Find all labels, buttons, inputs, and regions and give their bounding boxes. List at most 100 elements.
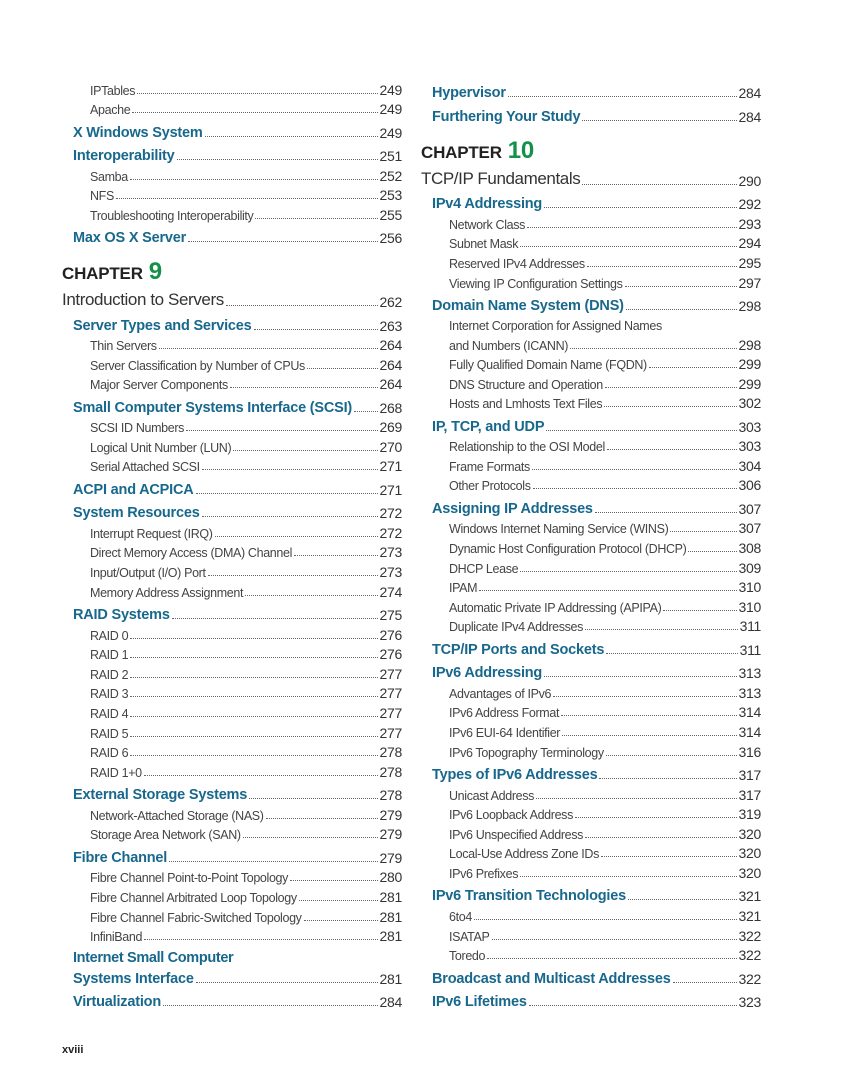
toc-entry[interactable]: RAID 1 276 [62,643,402,662]
toc-entry-page: 284 [379,993,403,1010]
toc-entry[interactable]: Network Class 293 [421,212,761,232]
toc-entry-page: 281 [379,928,403,945]
toc-entry[interactable]: Major Server Components 264 [62,373,402,392]
toc-entry[interactable]: and Numbers (ICANN) 298 [421,333,761,353]
toc-entry[interactable]: NFS 253 [62,184,402,203]
toc-entry-title: Reserved IPv4 Addresses [449,256,585,271]
toc-entry[interactable]: Hypervisor 284 [421,80,761,101]
toc-entry[interactable]: IPv4 Addressing 292 [421,191,761,212]
toc-entry[interactable]: Advantages of IPv6 313 [421,681,761,701]
toc-entry[interactable]: Assigning IP Addresses 307 [421,496,761,517]
toc-entry[interactable]: Max OS X Server 256 [62,225,402,246]
toc-entry[interactable]: Toredo 322 [421,944,761,963]
toc-entry[interactable]: Hosts and Lmhosts Text Files 302 [421,392,761,411]
toc-entry[interactable]: RAID 5 277 [62,721,402,741]
toc-entry[interactable]: Automatic Private IP Addressing (APIPA) 3… [421,595,761,615]
toc-entry-page: 290 [738,172,762,189]
toc-entry[interactable]: 6to4 321 [421,904,761,924]
toc-entry[interactable]: Memory Address Assignment 274 [62,580,402,600]
toc-entry[interactable]: IPTables 249 [62,78,402,98]
toc-entry[interactable]: Relationship to the OSI Model 303 [421,435,761,454]
toc-entry[interactable]: Frame Formats 304 [421,454,761,474]
toc-entry[interactable]: Other Protocols 306 [421,474,761,493]
toc-entry[interactable]: Troubleshooting Interoperability 255 [62,203,402,223]
toc-entry-title: Interrupt Request (IRQ) [90,526,213,541]
toc-entry[interactable]: System Resources 272 [62,500,402,521]
toc-entry[interactable]: Introduction to Servers 262 [62,286,402,310]
toc-entry[interactable]: Server Classification by Number of CPUs 2… [62,353,402,373]
toc-entry[interactable]: Duplicate IPv4 Addresses 311 [421,615,761,634]
toc-entry-page: 280 [379,869,403,886]
toc-entry[interactable]: IPv6 Addressing 313 [421,660,761,681]
toc-entry-page: 298 [738,297,762,314]
toc-entry[interactable]: IPv6 Prefixes 320 [421,861,761,881]
toc-entry[interactable]: IPv6 Transition Technologies 321 [421,883,761,904]
toc-entry[interactable]: Broadcast and Multicast Addresses 322 [421,966,761,987]
toc-entry[interactable]: Interoperability 251 [62,143,402,164]
toc-entry[interactable]: RAID 4 277 [62,701,402,721]
toc-entry[interactable]: Reserved IPv4 Addresses 295 [421,251,761,271]
toc-entry[interactable]: InfiniBand 281 [62,925,403,945]
toc-entry-page: 277 [379,685,403,702]
toc-entry[interactable]: Logical Unit Number (LUN) 270 [62,435,402,455]
toc-entry-title: Systems Interface [73,970,194,987]
toc-entry-title: IPv6 Addressing [432,665,543,682]
toc-entry[interactable]: RAID 2 277 [62,662,402,682]
toc-entry[interactable]: SCSI ID Numbers 269 [62,416,402,435]
toc-entry[interactable]: Fibre Channel Point-to-Point Topology 280 [62,866,403,886]
toc-entry[interactable]: Unicast Address 317 [421,783,761,803]
toc-entry[interactable]: IPv6 Unspecified Address 320 [421,822,761,842]
toc-entry[interactable]: DHCP Lease 309 [421,556,761,576]
toc-entry[interactable]: RAID 6 278 [62,741,402,760]
toc-entry[interactable]: External Storage Systems 278 [62,782,402,803]
toc-entry[interactable]: Serial Attached SCSI 271 [62,455,402,474]
toc-entry[interactable]: Fibre Channel 279 [62,845,402,866]
toc-entry[interactable]: IPv6 EUI-64 Identifier 314 [421,720,761,740]
toc-entry[interactable]: IP, TCP, and UDP 303 [421,414,761,435]
toc-entry[interactable]: Input/Output (I/O) Port 273 [62,560,402,580]
dot-leader [546,429,737,431]
toc-entry[interactable]: Viewing IP Configuration Settings 297 [421,271,761,291]
toc-entry[interactable]: TCP/IP Fundamentals 290 [421,165,761,189]
toc-entry[interactable]: Types of IPv6 Addresses 317 [421,762,761,783]
toc-entry[interactable]: RAID 0 276 [62,623,402,643]
toc-entry[interactable]: Local-Use Address Zone IDs 320 [421,842,761,861]
toc-entry[interactable]: IPv6 Address Format 314 [421,701,761,720]
toc-entry[interactable]: Thin Servers 264 [62,334,402,353]
toc-entry[interactable]: IPv6 Loopback Address 319 [421,803,761,822]
toc-entry[interactable]: Subnet Mask 294 [421,232,761,251]
toc-entry[interactable]: DNS Structure and Operation 299 [421,372,761,392]
toc-entry[interactable]: ACPI and ACPICA 271 [62,477,402,498]
toc-entry[interactable]: ISATAP 322 [421,924,761,944]
toc-entry[interactable]: IPv6 Topography Terminology 316 [421,740,761,760]
toc-entry[interactable]: Samba 252 [62,164,402,184]
toc-entry-title: Introduction to Servers [62,290,224,310]
toc-entry[interactable]: Systems Interface 281 [62,966,402,987]
toc-entry[interactable]: Domain Name System (DNS) 298 [421,293,761,314]
toc-entry[interactable]: Network-Attached Storage (NAS) 279 [62,803,402,823]
dot-leader [473,918,737,920]
toc-entry-page: 323 [738,993,762,1010]
toc-entry[interactable]: Fully Qualified Domain Name (FQDN) 299 [421,353,761,372]
toc-entry[interactable]: X Windows System 249 [62,120,402,141]
toc-entry[interactable]: Virtualization 284 [62,989,402,1010]
toc-entry[interactable]: Windows Internet Naming Service (WINS) 30… [421,517,761,536]
toc-entry[interactable]: RAID 1+0 278 [62,760,402,780]
toc-entry[interactable]: Apache 249 [62,98,402,117]
toc-entry[interactable]: Dynamic Host Configuration Protocol (DHC… [421,536,761,556]
toc-entry[interactable]: Fibre Channel Arbitrated Loop Topology 28… [62,885,402,905]
toc-entry[interactable]: Interrupt Request (IRQ) 272 [62,521,402,541]
toc-entry[interactable]: Server Types and Services 263 [62,313,402,334]
toc-entry[interactable]: IPv6 Lifetimes 323 [421,989,761,1010]
toc-entry[interactable]: Direct Memory Access (DMA) Channel 273 [62,541,402,560]
toc-entry[interactable]: Small Computer Systems Interface (SCSI) 2… [62,395,402,416]
toc-entry[interactable]: Storage Area Network (SAN) 279 [62,823,402,842]
toc-entry-page: 317 [738,766,762,783]
toc-entry[interactable]: TCP/IP Ports and Sockets 311 [421,637,761,658]
toc-entry[interactable]: Fibre Channel Fabric-Switched Topology 28… [62,905,402,925]
toc-entry[interactable]: IPAM 310 [421,576,761,595]
toc-entry[interactable]: RAID 3 277 [62,682,403,702]
toc-entry[interactable]: Furthering Your Study 284 [421,104,761,125]
dot-leader [249,798,378,800]
toc-entry[interactable]: RAID Systems 275 [62,602,402,623]
